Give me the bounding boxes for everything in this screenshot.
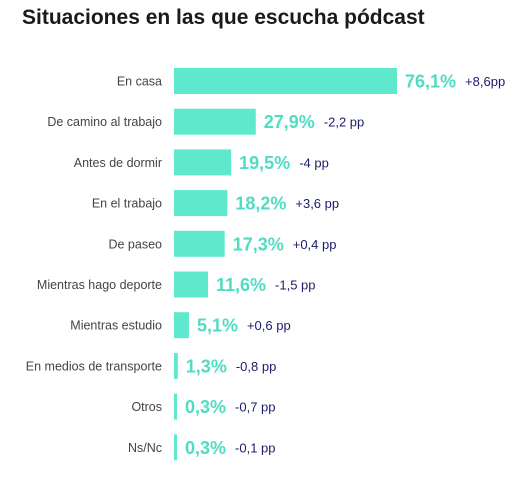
change-label: -0,7 pp <box>235 400 275 415</box>
change-label: +0,6 pp <box>247 318 291 333</box>
bar <box>174 108 256 135</box>
value-label: 17,3% <box>233 234 284 254</box>
bar <box>174 230 225 257</box>
category-label: De paseo <box>108 237 162 251</box>
bar <box>174 352 178 379</box>
chart-title: Situaciones en las que escucha pódcast <box>22 6 425 29</box>
bar <box>174 149 232 176</box>
value-label: 1,3% <box>186 356 227 376</box>
bar <box>174 434 177 461</box>
category-label: Mientras estudio <box>70 319 162 333</box>
bar <box>174 68 397 94</box>
value-label: 5,1% <box>197 316 238 336</box>
change-label: +3,6 pp <box>295 196 339 211</box>
category-label: En medios de transporte <box>26 359 162 373</box>
category-label: Mientras hago deporte <box>37 278 162 292</box>
change-label: -2,2 pp <box>324 115 364 130</box>
value-label: 18,2% <box>235 194 286 214</box>
change-label: +0,4 pp <box>293 237 337 252</box>
change-label: -0,1 pp <box>235 440 275 455</box>
value-label: 27,9% <box>264 112 315 132</box>
value-label: 0,3% <box>185 438 226 458</box>
value-label: 76,1% <box>405 72 456 92</box>
category-label: En el trabajo <box>92 197 162 211</box>
change-label: -1,5 pp <box>275 278 315 293</box>
change-label: -0,8 pp <box>236 359 276 374</box>
category-label: Otros <box>131 400 162 414</box>
value-label: 11,6% <box>216 275 266 295</box>
bar <box>174 271 208 298</box>
value-label: 0,3% <box>185 397 226 417</box>
category-label: Ns/Nc <box>128 441 162 455</box>
bar <box>174 393 177 420</box>
change-label: +8,6pp <box>465 74 505 89</box>
change-label: -4 pp <box>299 155 329 170</box>
value-label: 19,5% <box>239 153 290 173</box>
bar <box>174 312 189 339</box>
category-label: En casa <box>117 75 162 89</box>
category-label: De camino al trabajo <box>47 115 162 129</box>
category-label: Antes de dormir <box>74 156 162 170</box>
bar <box>174 190 228 217</box>
